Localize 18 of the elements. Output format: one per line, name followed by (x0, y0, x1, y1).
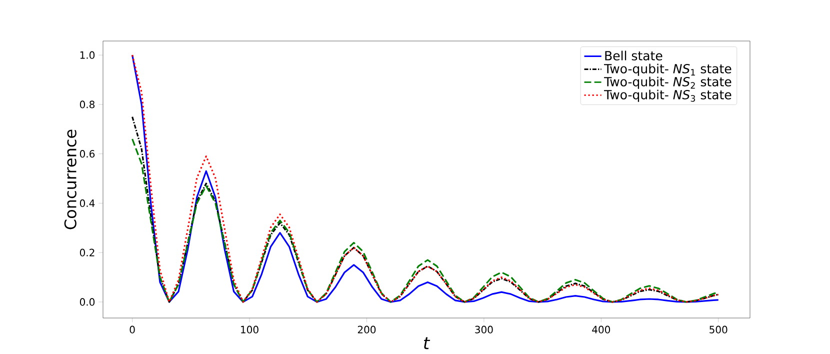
y-tick-label: 0.4 (80, 199, 95, 207)
x-tick-label: 400 (592, 326, 610, 334)
x-tick-label: 500 (710, 326, 728, 334)
x-tick-label: 0 (130, 326, 135, 334)
x-tick-label: 300 (475, 326, 493, 334)
y-tick-label: 0.2 (80, 248, 94, 256)
x-tick-label: 100 (241, 326, 258, 334)
y-axis-title: Concurrence (64, 130, 76, 230)
y-tick-label: 0.8 (80, 100, 95, 108)
x-axis-title: t (424, 337, 430, 350)
x-tick-label: 200 (358, 326, 376, 334)
legend-label: Two-qubit- NS$_{1}$ state (604, 64, 732, 76)
y-tick-label: 0.6 (80, 150, 95, 158)
legend-label: Two-qubit- NS$_{2}$ state (604, 76, 732, 89)
legend-label: Two-qubit- NS$_{3}$ state (604, 90, 732, 102)
y-tick-label: 1.0 (80, 51, 95, 59)
y-tick-label: 0.0 (80, 298, 95, 306)
legend-label: Bell state (605, 50, 662, 60)
